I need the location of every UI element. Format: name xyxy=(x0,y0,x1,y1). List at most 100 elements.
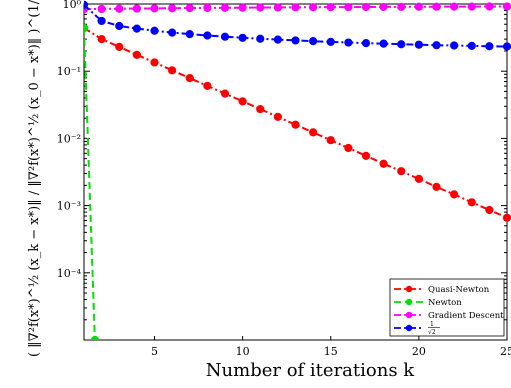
legend-item: Quasi-Newton xyxy=(394,285,490,295)
data-point xyxy=(485,205,494,215)
data-point xyxy=(132,24,141,33)
data-point xyxy=(414,40,423,49)
x-tick-label: 25 xyxy=(500,345,511,358)
data-point xyxy=(256,3,265,12)
data-point xyxy=(150,26,159,35)
data-point xyxy=(256,104,265,114)
y-tick-label: 10⁻¹ xyxy=(57,65,81,78)
data-point xyxy=(344,143,353,153)
legend-label: 1 xyxy=(430,321,434,328)
data-point xyxy=(309,128,318,137)
data-point xyxy=(291,120,300,129)
data-point xyxy=(168,4,177,13)
legend-label: Quasi-Newton xyxy=(428,285,490,295)
data-point xyxy=(90,335,100,340)
data-point xyxy=(450,190,459,199)
x-tick-label: 5 xyxy=(151,345,158,358)
data-point xyxy=(432,41,441,50)
legend-marker xyxy=(405,285,413,293)
legend-marker xyxy=(405,298,413,306)
legend-label: Newton xyxy=(428,298,462,308)
data-point xyxy=(291,3,300,12)
series-layer xyxy=(84,0,511,340)
data-point xyxy=(485,42,494,51)
data-point xyxy=(361,151,371,160)
data-point xyxy=(203,81,212,90)
data-point xyxy=(397,40,406,49)
data-point xyxy=(84,0,89,9)
data-point xyxy=(450,2,459,11)
data-point xyxy=(467,198,476,207)
data-point xyxy=(273,35,282,44)
data-point xyxy=(132,50,141,59)
data-point xyxy=(344,2,353,12)
data-point xyxy=(467,41,476,50)
data-point xyxy=(97,35,106,44)
data-point xyxy=(220,32,230,41)
y-axis-label: ( ‖∇²f(x*)^½ (x_k − x*)‖ / ‖∇²f(x*)^½ (x… xyxy=(27,0,42,357)
legend-label: Gradient Descent xyxy=(428,311,504,321)
data-point xyxy=(203,31,212,40)
y-tick-label: 10⁻⁴ xyxy=(57,267,82,280)
data-point xyxy=(379,2,388,12)
y-tick-label: 10⁰ xyxy=(63,0,82,11)
data-point xyxy=(115,42,124,51)
data-point xyxy=(361,38,371,48)
data-point xyxy=(397,2,406,11)
data-point xyxy=(168,28,177,37)
legend-label-den: √2 xyxy=(428,329,436,336)
data-point xyxy=(168,66,177,75)
data-point xyxy=(220,3,230,12)
data-point xyxy=(379,39,388,48)
data-point xyxy=(291,36,300,45)
data-point xyxy=(450,41,459,50)
legend-marker xyxy=(405,324,413,332)
y-tick-label: 10⁻² xyxy=(57,132,81,145)
data-point xyxy=(97,4,106,14)
data-point xyxy=(185,30,194,39)
data-point xyxy=(502,2,511,11)
legend-item: Gradient Descent xyxy=(394,311,504,321)
data-point xyxy=(432,2,441,11)
data-point xyxy=(397,167,406,176)
data-point xyxy=(220,89,230,98)
data-point xyxy=(344,38,353,47)
data-point xyxy=(273,112,282,121)
data-point xyxy=(238,97,247,106)
x-axis-label: Number of iterations k xyxy=(206,360,415,381)
x-tick-label: 10 xyxy=(236,345,250,358)
data-point xyxy=(379,159,388,168)
data-point xyxy=(150,58,159,67)
legend-marker xyxy=(405,311,413,319)
data-point xyxy=(414,174,423,183)
data-point xyxy=(185,73,194,83)
data-point xyxy=(185,3,194,13)
series-3 xyxy=(84,0,511,51)
data-point xyxy=(115,21,124,31)
series-0 xyxy=(84,23,511,222)
series-line xyxy=(84,27,96,340)
data-point xyxy=(132,4,141,13)
data-point xyxy=(273,3,282,12)
y-axis-label-text: ( ‖∇²f(x*)^½ (x_k − x*)‖ / ‖∇²f(x*)^½ (x… xyxy=(27,0,42,357)
data-point xyxy=(414,2,423,11)
data-point xyxy=(238,33,247,42)
data-point xyxy=(238,3,247,12)
data-point xyxy=(326,37,335,46)
data-point xyxy=(309,3,318,12)
series-1 xyxy=(84,23,100,340)
y-tick-label: 10⁻³ xyxy=(57,200,81,213)
data-point xyxy=(432,182,441,191)
data-point xyxy=(502,213,511,222)
data-point xyxy=(326,136,335,145)
data-point xyxy=(467,2,476,11)
legend-item: 1√2 xyxy=(394,321,440,336)
data-point xyxy=(326,3,335,12)
data-point xyxy=(502,42,511,51)
data-point xyxy=(485,2,494,11)
data-point xyxy=(115,4,124,13)
data-point xyxy=(150,4,159,13)
